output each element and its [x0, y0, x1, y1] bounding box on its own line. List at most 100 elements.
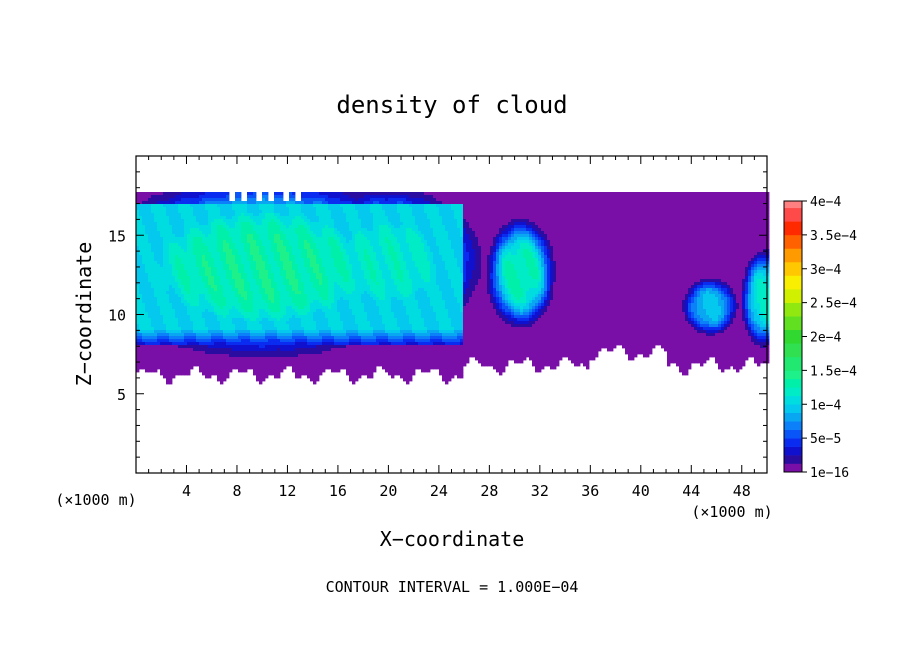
density-cell: [259, 216, 263, 220]
density-cell: [430, 240, 434, 244]
density-cell: [184, 219, 188, 223]
density-cell: [721, 237, 725, 241]
density-cell: [580, 210, 584, 214]
density-cell: [655, 252, 659, 256]
density-cell: [730, 219, 734, 223]
density-cell: [298, 228, 302, 232]
density-cell: [238, 192, 242, 196]
density-cell: [577, 195, 581, 199]
density-cell: [463, 222, 467, 226]
density-cell: [586, 255, 590, 259]
density-cell: [418, 243, 422, 247]
density-cell: [406, 231, 410, 235]
density-cell: [235, 201, 239, 205]
density-cell: [154, 225, 158, 229]
density-cell: [253, 246, 257, 250]
density-cell: [604, 198, 608, 202]
density-cell: [301, 219, 305, 223]
density-cell: [538, 261, 542, 265]
density-cell: [283, 207, 287, 211]
density-cell: [484, 207, 488, 211]
density-cell: [538, 210, 542, 214]
density-cell: [376, 210, 380, 214]
density-cell: [610, 234, 614, 238]
density-cell: [763, 258, 767, 262]
density-cell: [736, 195, 740, 199]
density-cell: [139, 201, 143, 205]
density-cell: [370, 210, 374, 214]
density-cell: [151, 225, 155, 229]
density-cell: [658, 255, 662, 259]
density-cell: [589, 243, 593, 247]
density-cell: [463, 261, 467, 265]
density-cell: [187, 219, 191, 223]
density-cell: [259, 204, 263, 208]
density-cell: [505, 249, 509, 253]
density-cell: [463, 192, 467, 196]
density-cell: [493, 207, 497, 211]
density-cell: [142, 249, 146, 253]
density-cell: [742, 195, 746, 199]
density-cell: [619, 204, 623, 208]
density-cell: [760, 219, 764, 223]
density-cell: [445, 225, 449, 229]
density-cell: [349, 192, 353, 196]
density-cell: [610, 195, 614, 199]
density-cell: [343, 261, 347, 265]
density-cell: [226, 219, 230, 223]
density-cell: [457, 258, 461, 262]
density-cell: [487, 204, 491, 208]
density-cell: [550, 210, 554, 214]
density-cell: [580, 237, 584, 241]
density-cell: [349, 207, 353, 211]
density-cell: [484, 228, 488, 232]
density-cell: [568, 249, 572, 253]
density-cell: [199, 234, 203, 238]
density-cell: [601, 225, 605, 229]
density-cell: [640, 204, 644, 208]
density-cell: [265, 243, 269, 247]
density-cell: [727, 237, 731, 241]
density-cell: [508, 246, 512, 250]
density-cell: [616, 225, 620, 229]
density-cell: [175, 258, 179, 262]
density-cell: [313, 195, 317, 199]
density-cell: [640, 225, 644, 229]
density-cell: [652, 195, 656, 199]
density-cell: [640, 213, 644, 217]
density-cell: [766, 252, 770, 256]
density-cell: [340, 240, 344, 244]
density-cell: [229, 258, 233, 262]
density-cell: [664, 255, 668, 259]
density-cell: [151, 210, 155, 214]
density-cell: [364, 225, 368, 229]
density-cell: [673, 237, 677, 241]
density-cell: [493, 231, 497, 235]
density-cell: [223, 192, 227, 196]
density-cell: [148, 252, 152, 256]
density-cell: [724, 216, 728, 220]
density-cell: [577, 231, 581, 235]
density-cell: [490, 237, 494, 241]
density-cell: [739, 207, 743, 211]
density-cell: [724, 231, 728, 235]
density-cell: [244, 210, 248, 214]
density-cell: [547, 213, 551, 217]
density-cell: [244, 252, 248, 256]
density-cell: [763, 198, 767, 202]
density-cell: [367, 219, 371, 223]
density-cell: [634, 201, 638, 205]
density-cell: [505, 198, 509, 202]
density-cell: [715, 231, 719, 235]
density-cell: [388, 222, 392, 226]
density-cell: [205, 261, 209, 265]
density-cell: [616, 219, 620, 223]
density-cell: [220, 207, 224, 211]
density-cell: [712, 210, 716, 214]
density-cell: [541, 213, 545, 217]
density-cell: [205, 210, 209, 214]
density-cell: [604, 258, 608, 262]
density-cell: [538, 213, 542, 217]
density-cell: [592, 261, 596, 265]
density-cell: [442, 225, 446, 229]
